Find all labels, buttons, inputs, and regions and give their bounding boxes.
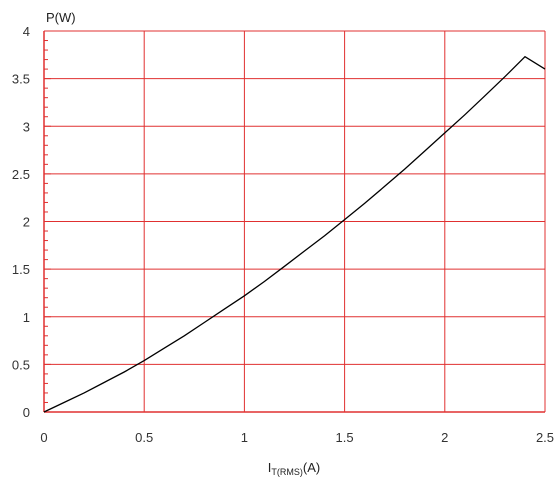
x-axis-title-suffix: (A) <box>303 460 320 475</box>
y-tick-label: 2.5 <box>12 167 30 182</box>
y-axis-title: P(W) <box>46 10 76 25</box>
tick-labels: 0 0.5 1 1.5 2 2.5 3 3.5 4 0 0.5 1 1.5 2 2.5 <box>12 24 554 445</box>
x-tick-label: 1.5 <box>336 430 354 445</box>
y-tick-label: 1 <box>23 310 30 325</box>
y-tick-label: 0 <box>23 405 30 420</box>
y-tick-label: 3 <box>23 119 30 134</box>
x-axis-title: IT(RMS)(A) <box>268 460 320 477</box>
x-tick-label: 0 <box>40 430 47 445</box>
x-axis-title-subscript: T(RMS) <box>271 467 303 477</box>
x-axis-title-main: I <box>268 460 272 475</box>
axes <box>43 30 545 413</box>
y-tick-label: 0.5 <box>12 357 30 372</box>
grid <box>43 30 546 413</box>
x-tick-label: 1 <box>241 430 248 445</box>
y-tick-label: 1.5 <box>12 262 30 277</box>
series-layer <box>43 55 546 413</box>
series-line <box>43 55 546 413</box>
y-tick-label: 3.5 <box>12 72 30 87</box>
x-tick-label: 2.5 <box>536 430 554 445</box>
x-tick-label: 0.5 <box>135 430 153 445</box>
y-tick-label: 4 <box>23 24 30 39</box>
x-tick-label: 2 <box>441 430 448 445</box>
y-tick-label: 2 <box>23 215 30 230</box>
